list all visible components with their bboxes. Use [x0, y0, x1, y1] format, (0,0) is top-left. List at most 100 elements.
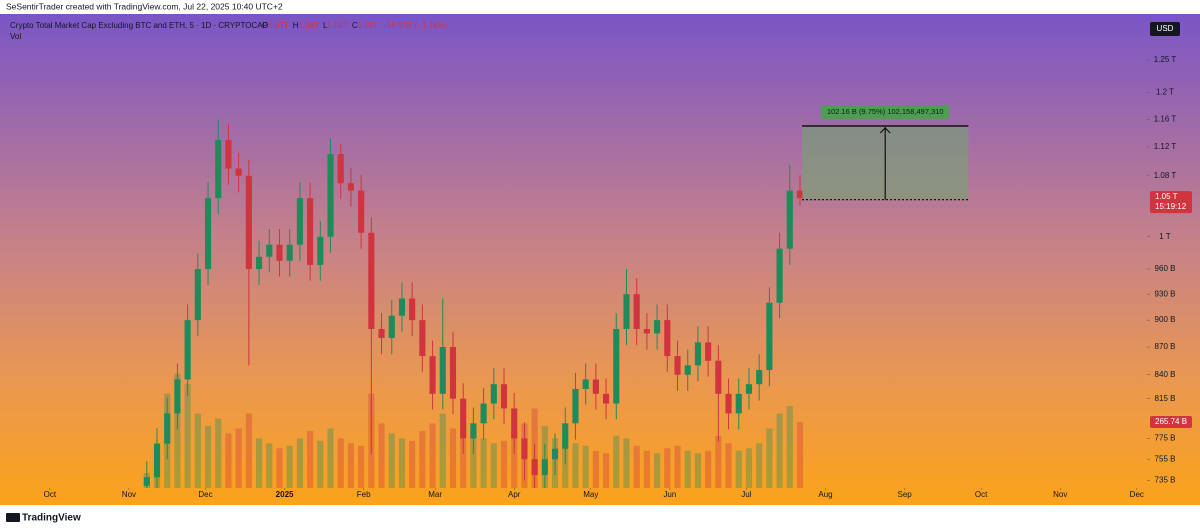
candle-body	[245, 175, 252, 270]
candle-body	[664, 320, 671, 357]
last-volume: 265.74 B	[1155, 417, 1187, 426]
candle-body	[766, 302, 773, 371]
volume-bar	[470, 433, 477, 488]
volume-bar	[327, 428, 334, 488]
candle-body	[388, 315, 395, 338]
candle-body	[143, 477, 150, 486]
volume-bar	[215, 418, 222, 488]
x-tick-label: Sep	[897, 490, 912, 499]
candle-body	[756, 370, 763, 385]
volume-bar	[449, 428, 457, 488]
y-tick-label: 775 B	[1155, 434, 1176, 443]
candle-body	[409, 298, 416, 321]
candle-body	[694, 342, 701, 366]
candle-body	[745, 384, 753, 394]
volume-bar	[490, 443, 497, 488]
candle-body	[715, 360, 722, 394]
volume-bar	[286, 445, 293, 488]
x-tick-label: Feb	[357, 490, 371, 499]
ohlc-legend: O1.07T H1.08T L1.04T C1.05T −18.57B (−1.74%)	[262, 21, 447, 30]
candle-body	[592, 379, 599, 394]
y-tick-label: 1.12 T	[1154, 142, 1177, 151]
candle-body	[623, 294, 630, 329]
candle-body	[470, 423, 477, 439]
y-tick-label: 1.25 T	[1154, 55, 1177, 64]
last-price: 1.05 T	[1155, 192, 1178, 201]
candle-body	[276, 244, 283, 261]
volume-bar	[225, 433, 232, 488]
volume-bar	[184, 383, 191, 488]
volume-bar	[623, 438, 630, 488]
volume-bar	[735, 450, 742, 488]
volume-bar	[429, 423, 436, 488]
candle-body	[429, 356, 436, 394]
x-tick-label: Jul	[741, 490, 751, 499]
volume-bar	[204, 425, 212, 488]
volume-bar	[174, 373, 181, 488]
candle-body	[184, 320, 191, 380]
y-tick-label: 1.2 T	[1156, 88, 1174, 97]
currency-box[interactable]	[1150, 22, 1180, 36]
y-tick-label: 900 B	[1155, 315, 1176, 324]
candle-body	[204, 198, 212, 270]
x-tick-label: Dec	[1130, 490, 1144, 499]
candle-body	[378, 328, 385, 338]
candle-body	[531, 459, 538, 476]
candle-body	[256, 256, 263, 270]
candle-body	[368, 232, 375, 329]
candle-body	[347, 183, 354, 191]
brand: TradingView	[22, 513, 81, 524]
volume-bar	[256, 438, 263, 488]
ohlc-key: L	[323, 21, 328, 30]
candle-body	[562, 423, 569, 449]
candle-body	[358, 190, 365, 233]
y-tick-label: 1.16 T	[1154, 114, 1177, 123]
volume-bar	[398, 438, 406, 488]
measure-label-box	[821, 105, 950, 120]
x-tick-label: Mar	[428, 490, 442, 499]
candle-body	[480, 403, 487, 424]
candle-body	[643, 328, 650, 334]
credit: SeSentirTrader created with TradingView.…	[6, 1, 283, 11]
candle-body	[419, 320, 426, 357]
volume-bar	[317, 440, 324, 488]
volume-bar	[388, 433, 395, 488]
volume-bar	[378, 423, 385, 488]
volume-bar	[643, 450, 650, 488]
volume-bar	[592, 450, 599, 488]
ohlc-key: C	[352, 21, 358, 30]
last-price-box	[1150, 191, 1192, 214]
volume-bar	[245, 413, 252, 488]
candle-body	[398, 298, 406, 316]
candle-body	[439, 346, 446, 394]
currency[interactable]: USD	[1157, 24, 1174, 33]
candle-body	[735, 393, 742, 414]
ohlc-value: 1.04T	[327, 21, 348, 30]
x-tick-label: Nov	[122, 490, 136, 499]
x-tick-label: May	[583, 490, 598, 499]
x-tick-label: Aug	[818, 490, 832, 499]
y-tick-label: 1.08 T	[1154, 171, 1177, 180]
candle-body	[215, 140, 222, 199]
candle-body	[603, 393, 610, 404]
volume-bar	[266, 443, 273, 488]
volume-bar	[664, 448, 671, 488]
x-tick-label: Nov	[1053, 490, 1067, 499]
volume-bar	[725, 443, 732, 488]
candle-body	[705, 342, 712, 361]
candle-body	[521, 438, 528, 460]
volume-bar	[337, 438, 344, 488]
candle-body	[337, 154, 344, 184]
candle-body	[674, 356, 681, 375]
candle-body	[327, 154, 334, 237]
candle-body	[235, 168, 242, 176]
y-tick-label: 960 B	[1155, 264, 1176, 273]
candle-body	[194, 269, 201, 321]
candle-body	[296, 198, 303, 245]
candle-body	[225, 140, 232, 169]
change: −18.57B (−1.74%)	[382, 21, 447, 30]
volume-bar	[572, 443, 579, 488]
ohlc-value: 1.07T	[268, 21, 289, 30]
candle-body	[174, 379, 181, 414]
